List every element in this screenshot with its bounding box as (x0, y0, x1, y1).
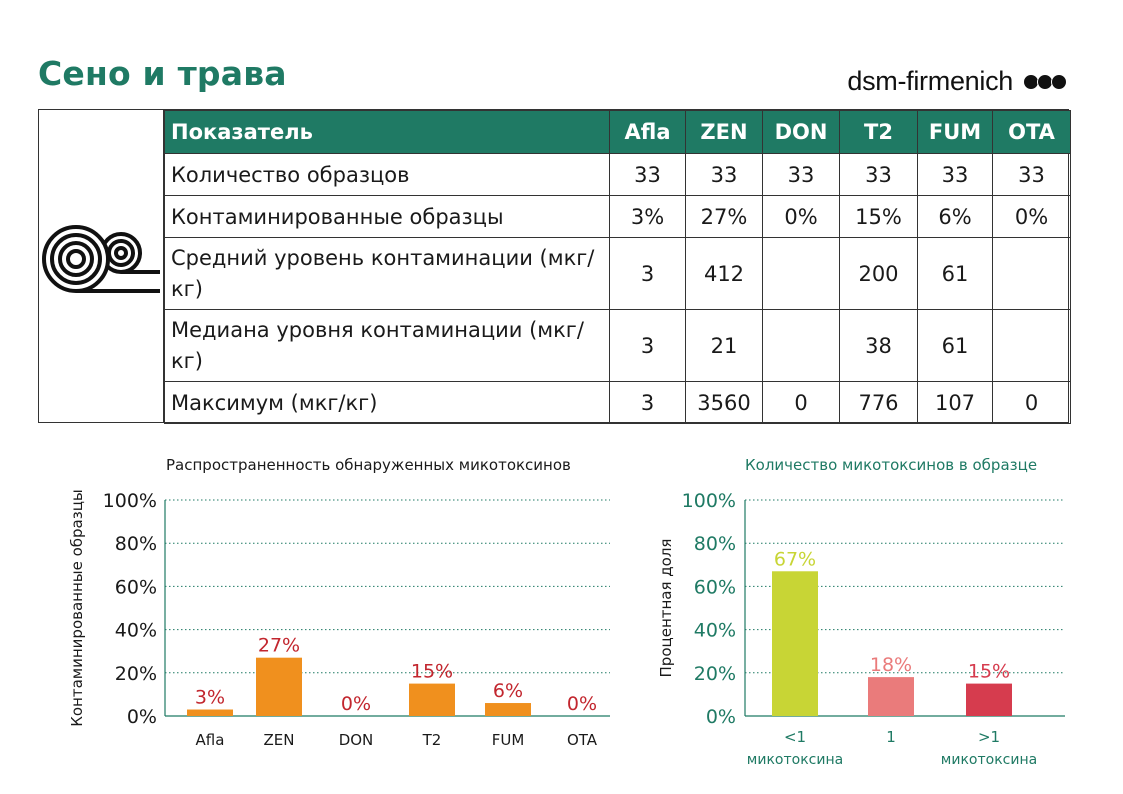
table-cell: 61 (917, 309, 993, 382)
header-afla: Afla (609, 110, 686, 154)
table-header-row: Показатель Afla ZEN DON T2 FUM OTA (164, 110, 1071, 154)
header-fum: FUM (917, 110, 993, 154)
chart1-category-label: T2 (422, 731, 442, 749)
icon-cell (38, 109, 164, 423)
table-cell: 15% (839, 195, 918, 238)
chart2-category-label: <1 (784, 728, 806, 746)
chart2-ytick-label: 0% (706, 706, 736, 728)
table-cell (992, 309, 1071, 382)
chart1-bar (187, 709, 233, 716)
chart1-bar (256, 657, 302, 716)
row-label: Количество образцов (164, 153, 610, 196)
table-cell: 0 (762, 381, 840, 424)
table-cell: 107 (917, 381, 993, 424)
table-cell: 3560 (685, 381, 763, 424)
table-cell: 776 (839, 381, 918, 424)
table-cell: 33 (609, 153, 686, 196)
chart2-data-label: 18% (870, 654, 912, 676)
table-row: Средний уровень контаминации (мкг/кг) 3 … (164, 237, 1071, 310)
table-cell: 21 (685, 309, 763, 382)
table-cell: 27% (685, 195, 763, 238)
table-cell: 3 (609, 309, 686, 382)
table-cell: 33 (685, 153, 763, 196)
row-label: Максимум (мкг/кг) (164, 381, 610, 424)
table-cell: 33 (839, 153, 918, 196)
table-row: Медиана уровня контаминации (мкг/кг) 3 2… (164, 309, 1071, 382)
header-t2: T2 (839, 110, 918, 154)
table-row: Контаминированные образцы 3% 27% 0% 15% … (164, 195, 1071, 238)
chart2-ylabel: Процентная доля (657, 539, 675, 678)
chart2-ytick-label: 60% (694, 576, 736, 598)
chart2-bar (966, 683, 1012, 716)
table-cell: 200 (839, 237, 918, 310)
table-cell: 3 (609, 237, 686, 310)
table-cell: 33 (762, 153, 840, 196)
chart1-data-label: 6% (493, 680, 523, 702)
chart1-ylabel: Контаминированные образцы (68, 489, 86, 727)
chart1-category-label: OTA (567, 731, 598, 749)
table-cell: 412 (685, 237, 763, 310)
chart2-bar (772, 571, 818, 716)
chart1-bar (409, 683, 455, 716)
chart1-data-label: 0% (567, 693, 597, 715)
chart2-bar (868, 677, 914, 716)
mycotoxin-table: Показатель Afla ZEN DON T2 FUM OTA Колич… (164, 110, 1071, 424)
row-label: Средний уровень контаминации (мкг/кг) (164, 237, 610, 310)
table-cell: 33 (917, 153, 993, 196)
page-title: Сено и трава (38, 54, 287, 93)
chart2-category-label: 1 (886, 728, 896, 746)
table-cell: 3 (609, 381, 686, 424)
table-cell (762, 237, 840, 310)
chart1-ytick-label: 80% (115, 533, 157, 555)
header-don: DON (762, 110, 840, 154)
chart2-data-label: 15% (968, 661, 1010, 683)
brand-name: dsm-firmenich (847, 66, 1013, 96)
chart2-category-label: >1 (978, 728, 1000, 746)
table-cell: 0 (992, 381, 1071, 424)
table-row: Количество образцов 33 33 33 33 33 33 (164, 153, 1071, 196)
chart1-ytick-label: 40% (115, 620, 157, 642)
chart1-title: Распространенность обнаруженных микотокс… (166, 456, 571, 474)
chart1-ytick-label: 20% (115, 663, 157, 685)
table-cell: 3% (609, 195, 686, 238)
chart1-bar (485, 703, 531, 716)
chart2-ytick-label: 80% (694, 533, 736, 555)
table-cell: 61 (917, 237, 993, 310)
table-cell (762, 309, 840, 382)
header-indicator: Показатель (164, 110, 610, 154)
row-label: Контаминированные образцы (164, 195, 610, 238)
chart1-ytick-label: 100% (103, 490, 157, 512)
table-cell (992, 237, 1071, 310)
table-cell: 33 (992, 153, 1071, 196)
chart1-category-label: ZEN (264, 731, 295, 749)
table-cell: 0% (762, 195, 840, 238)
row-label: Медиана уровня контаминации (мкг/кг) (164, 309, 610, 382)
chart1-data-label: 15% (411, 661, 453, 683)
chart2-category-label: микотоксина (941, 752, 1037, 768)
header-ota: OTA (992, 110, 1071, 154)
chart1-ytick-label: 0% (127, 706, 157, 728)
table-cell: 38 (839, 309, 918, 382)
hay-bale-icon (42, 225, 160, 293)
chart1-category-label: DON (339, 731, 374, 749)
chart2-title: Количество микотоксинов в образце (745, 456, 1038, 474)
chart1-category-label: Afla (196, 731, 225, 749)
chart1-ytick-label: 60% (115, 576, 157, 598)
brand-dots-icon (1023, 73, 1067, 90)
chart2-ytick-label: 100% (682, 490, 736, 512)
chart2-ytick-label: 20% (694, 663, 736, 685)
chart1-data-label: 27% (258, 635, 300, 657)
chart2-ytick-label: 40% (694, 620, 736, 642)
chart2-data-label: 67% (774, 548, 816, 570)
header-zen: ZEN (685, 110, 763, 154)
chart2-category-label: микотоксина (747, 752, 843, 768)
chart1-data-label: 3% (195, 687, 225, 709)
chart1-category-label: FUM (492, 731, 525, 749)
table-cell: 0% (992, 195, 1071, 238)
chart1-data-label: 0% (341, 693, 371, 715)
table-cell: 6% (917, 195, 993, 238)
table-row: Максимум (мкг/кг) 3 3560 0 776 107 0 (164, 381, 1071, 424)
brand-logo: dsm-firmenich (847, 66, 1067, 97)
